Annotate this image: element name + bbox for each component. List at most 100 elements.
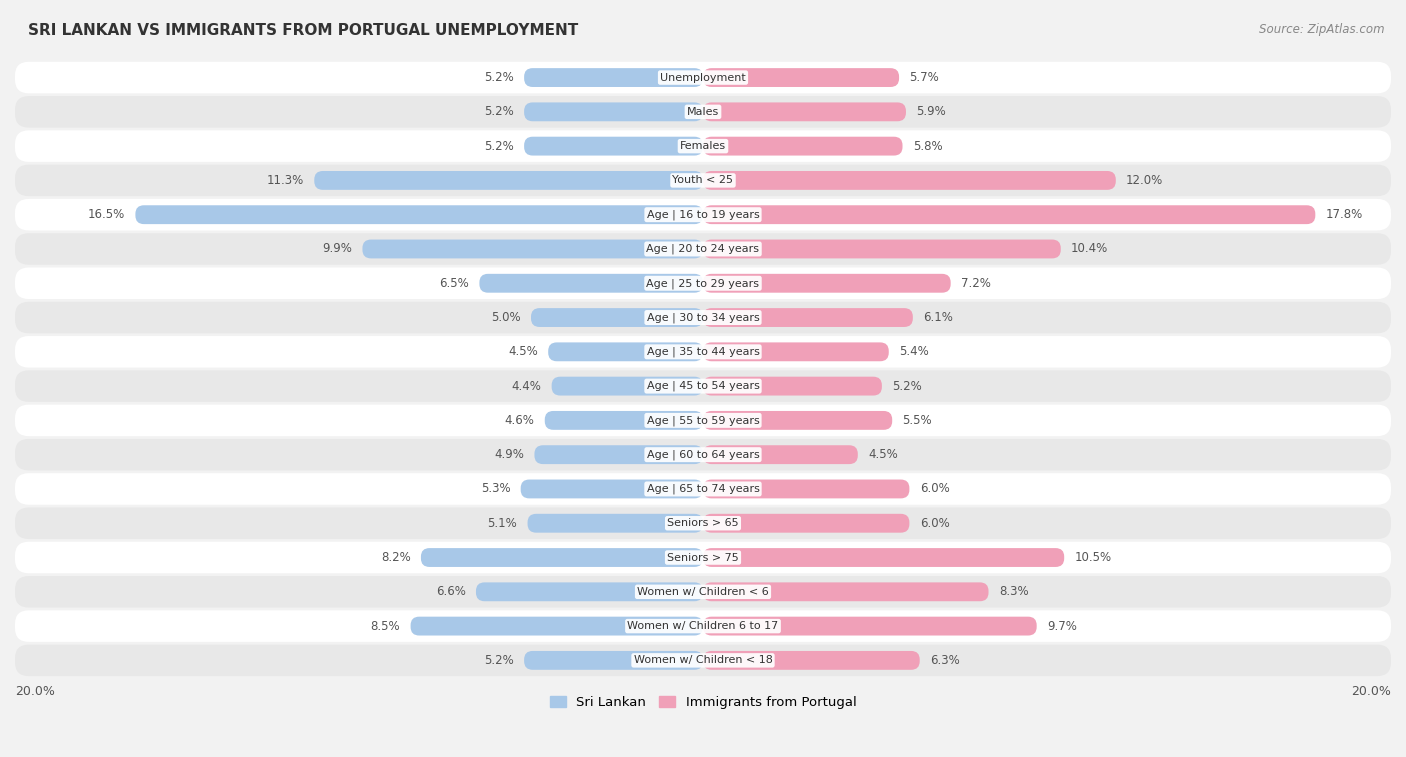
- Text: 8.3%: 8.3%: [998, 585, 1028, 598]
- Text: 5.2%: 5.2%: [484, 71, 513, 84]
- FancyBboxPatch shape: [703, 342, 889, 361]
- FancyBboxPatch shape: [15, 507, 1391, 539]
- FancyBboxPatch shape: [135, 205, 703, 224]
- FancyBboxPatch shape: [315, 171, 703, 190]
- Legend: Sri Lankan, Immigrants from Portugal: Sri Lankan, Immigrants from Portugal: [544, 690, 862, 714]
- Text: 5.2%: 5.2%: [893, 379, 922, 393]
- FancyBboxPatch shape: [363, 239, 703, 258]
- FancyBboxPatch shape: [15, 233, 1391, 265]
- FancyBboxPatch shape: [703, 274, 950, 293]
- Text: 6.0%: 6.0%: [920, 482, 949, 496]
- FancyBboxPatch shape: [703, 582, 988, 601]
- FancyBboxPatch shape: [15, 302, 1391, 333]
- Text: Males: Males: [688, 107, 718, 117]
- FancyBboxPatch shape: [15, 439, 1391, 470]
- Text: Age | 25 to 29 years: Age | 25 to 29 years: [647, 278, 759, 288]
- Text: 5.2%: 5.2%: [484, 105, 513, 118]
- Text: Youth < 25: Youth < 25: [672, 176, 734, 185]
- Text: 16.5%: 16.5%: [87, 208, 125, 221]
- FancyBboxPatch shape: [15, 336, 1391, 368]
- FancyBboxPatch shape: [15, 370, 1391, 402]
- Text: 8.2%: 8.2%: [381, 551, 411, 564]
- Text: Age | 45 to 54 years: Age | 45 to 54 years: [647, 381, 759, 391]
- Text: 4.9%: 4.9%: [495, 448, 524, 461]
- FancyBboxPatch shape: [524, 102, 703, 121]
- Text: Unemployment: Unemployment: [661, 73, 745, 83]
- Text: SRI LANKAN VS IMMIGRANTS FROM PORTUGAL UNEMPLOYMENT: SRI LANKAN VS IMMIGRANTS FROM PORTUGAL U…: [28, 23, 578, 38]
- FancyBboxPatch shape: [531, 308, 703, 327]
- FancyBboxPatch shape: [15, 645, 1391, 676]
- FancyBboxPatch shape: [15, 610, 1391, 642]
- FancyBboxPatch shape: [527, 514, 703, 533]
- Text: 4.5%: 4.5%: [868, 448, 898, 461]
- FancyBboxPatch shape: [703, 239, 1060, 258]
- FancyBboxPatch shape: [703, 617, 1036, 636]
- FancyBboxPatch shape: [524, 651, 703, 670]
- Text: 9.9%: 9.9%: [322, 242, 352, 255]
- FancyBboxPatch shape: [15, 164, 1391, 196]
- Text: 5.0%: 5.0%: [491, 311, 520, 324]
- FancyBboxPatch shape: [551, 377, 703, 396]
- FancyBboxPatch shape: [477, 582, 703, 601]
- Text: 8.5%: 8.5%: [371, 619, 401, 633]
- Text: Age | 55 to 59 years: Age | 55 to 59 years: [647, 415, 759, 425]
- FancyBboxPatch shape: [15, 199, 1391, 230]
- Text: 6.1%: 6.1%: [924, 311, 953, 324]
- FancyBboxPatch shape: [15, 576, 1391, 608]
- Text: 9.7%: 9.7%: [1047, 619, 1077, 633]
- FancyBboxPatch shape: [703, 205, 1316, 224]
- FancyBboxPatch shape: [703, 102, 905, 121]
- Text: 20.0%: 20.0%: [1351, 685, 1391, 698]
- Text: 17.8%: 17.8%: [1326, 208, 1362, 221]
- FancyBboxPatch shape: [703, 651, 920, 670]
- FancyBboxPatch shape: [703, 445, 858, 464]
- Text: Age | 60 to 64 years: Age | 60 to 64 years: [647, 450, 759, 460]
- Text: Seniors > 75: Seniors > 75: [666, 553, 740, 562]
- FancyBboxPatch shape: [524, 68, 703, 87]
- Text: 5.9%: 5.9%: [917, 105, 946, 118]
- FancyBboxPatch shape: [703, 548, 1064, 567]
- Text: Age | 35 to 44 years: Age | 35 to 44 years: [647, 347, 759, 357]
- Text: 6.0%: 6.0%: [920, 517, 949, 530]
- Text: Women w/ Children < 6: Women w/ Children < 6: [637, 587, 769, 597]
- Text: 5.5%: 5.5%: [903, 414, 932, 427]
- FancyBboxPatch shape: [420, 548, 703, 567]
- Text: Age | 65 to 74 years: Age | 65 to 74 years: [647, 484, 759, 494]
- Text: 5.7%: 5.7%: [910, 71, 939, 84]
- Text: 4.4%: 4.4%: [512, 379, 541, 393]
- FancyBboxPatch shape: [520, 479, 703, 498]
- Text: 5.8%: 5.8%: [912, 139, 942, 153]
- FancyBboxPatch shape: [703, 308, 912, 327]
- FancyBboxPatch shape: [479, 274, 703, 293]
- FancyBboxPatch shape: [15, 96, 1391, 128]
- Text: 10.4%: 10.4%: [1071, 242, 1108, 255]
- FancyBboxPatch shape: [703, 377, 882, 396]
- Text: Age | 16 to 19 years: Age | 16 to 19 years: [647, 210, 759, 220]
- Text: 5.2%: 5.2%: [484, 139, 513, 153]
- Text: 7.2%: 7.2%: [960, 277, 991, 290]
- Text: 5.2%: 5.2%: [484, 654, 513, 667]
- Text: 5.1%: 5.1%: [488, 517, 517, 530]
- FancyBboxPatch shape: [15, 542, 1391, 573]
- Text: 12.0%: 12.0%: [1126, 174, 1163, 187]
- FancyBboxPatch shape: [703, 137, 903, 155]
- FancyBboxPatch shape: [703, 411, 893, 430]
- FancyBboxPatch shape: [15, 130, 1391, 162]
- Text: Source: ZipAtlas.com: Source: ZipAtlas.com: [1260, 23, 1385, 36]
- FancyBboxPatch shape: [15, 62, 1391, 93]
- Text: Age | 20 to 24 years: Age | 20 to 24 years: [647, 244, 759, 254]
- FancyBboxPatch shape: [534, 445, 703, 464]
- FancyBboxPatch shape: [703, 479, 910, 498]
- FancyBboxPatch shape: [411, 617, 703, 636]
- FancyBboxPatch shape: [15, 405, 1391, 436]
- Text: Women w/ Children < 18: Women w/ Children < 18: [634, 656, 772, 665]
- FancyBboxPatch shape: [15, 267, 1391, 299]
- Text: 20.0%: 20.0%: [15, 685, 55, 698]
- FancyBboxPatch shape: [15, 473, 1391, 505]
- Text: 6.3%: 6.3%: [929, 654, 960, 667]
- Text: Seniors > 65: Seniors > 65: [668, 519, 738, 528]
- Text: 4.5%: 4.5%: [508, 345, 538, 358]
- Text: 6.5%: 6.5%: [439, 277, 470, 290]
- FancyBboxPatch shape: [703, 514, 910, 533]
- FancyBboxPatch shape: [703, 68, 898, 87]
